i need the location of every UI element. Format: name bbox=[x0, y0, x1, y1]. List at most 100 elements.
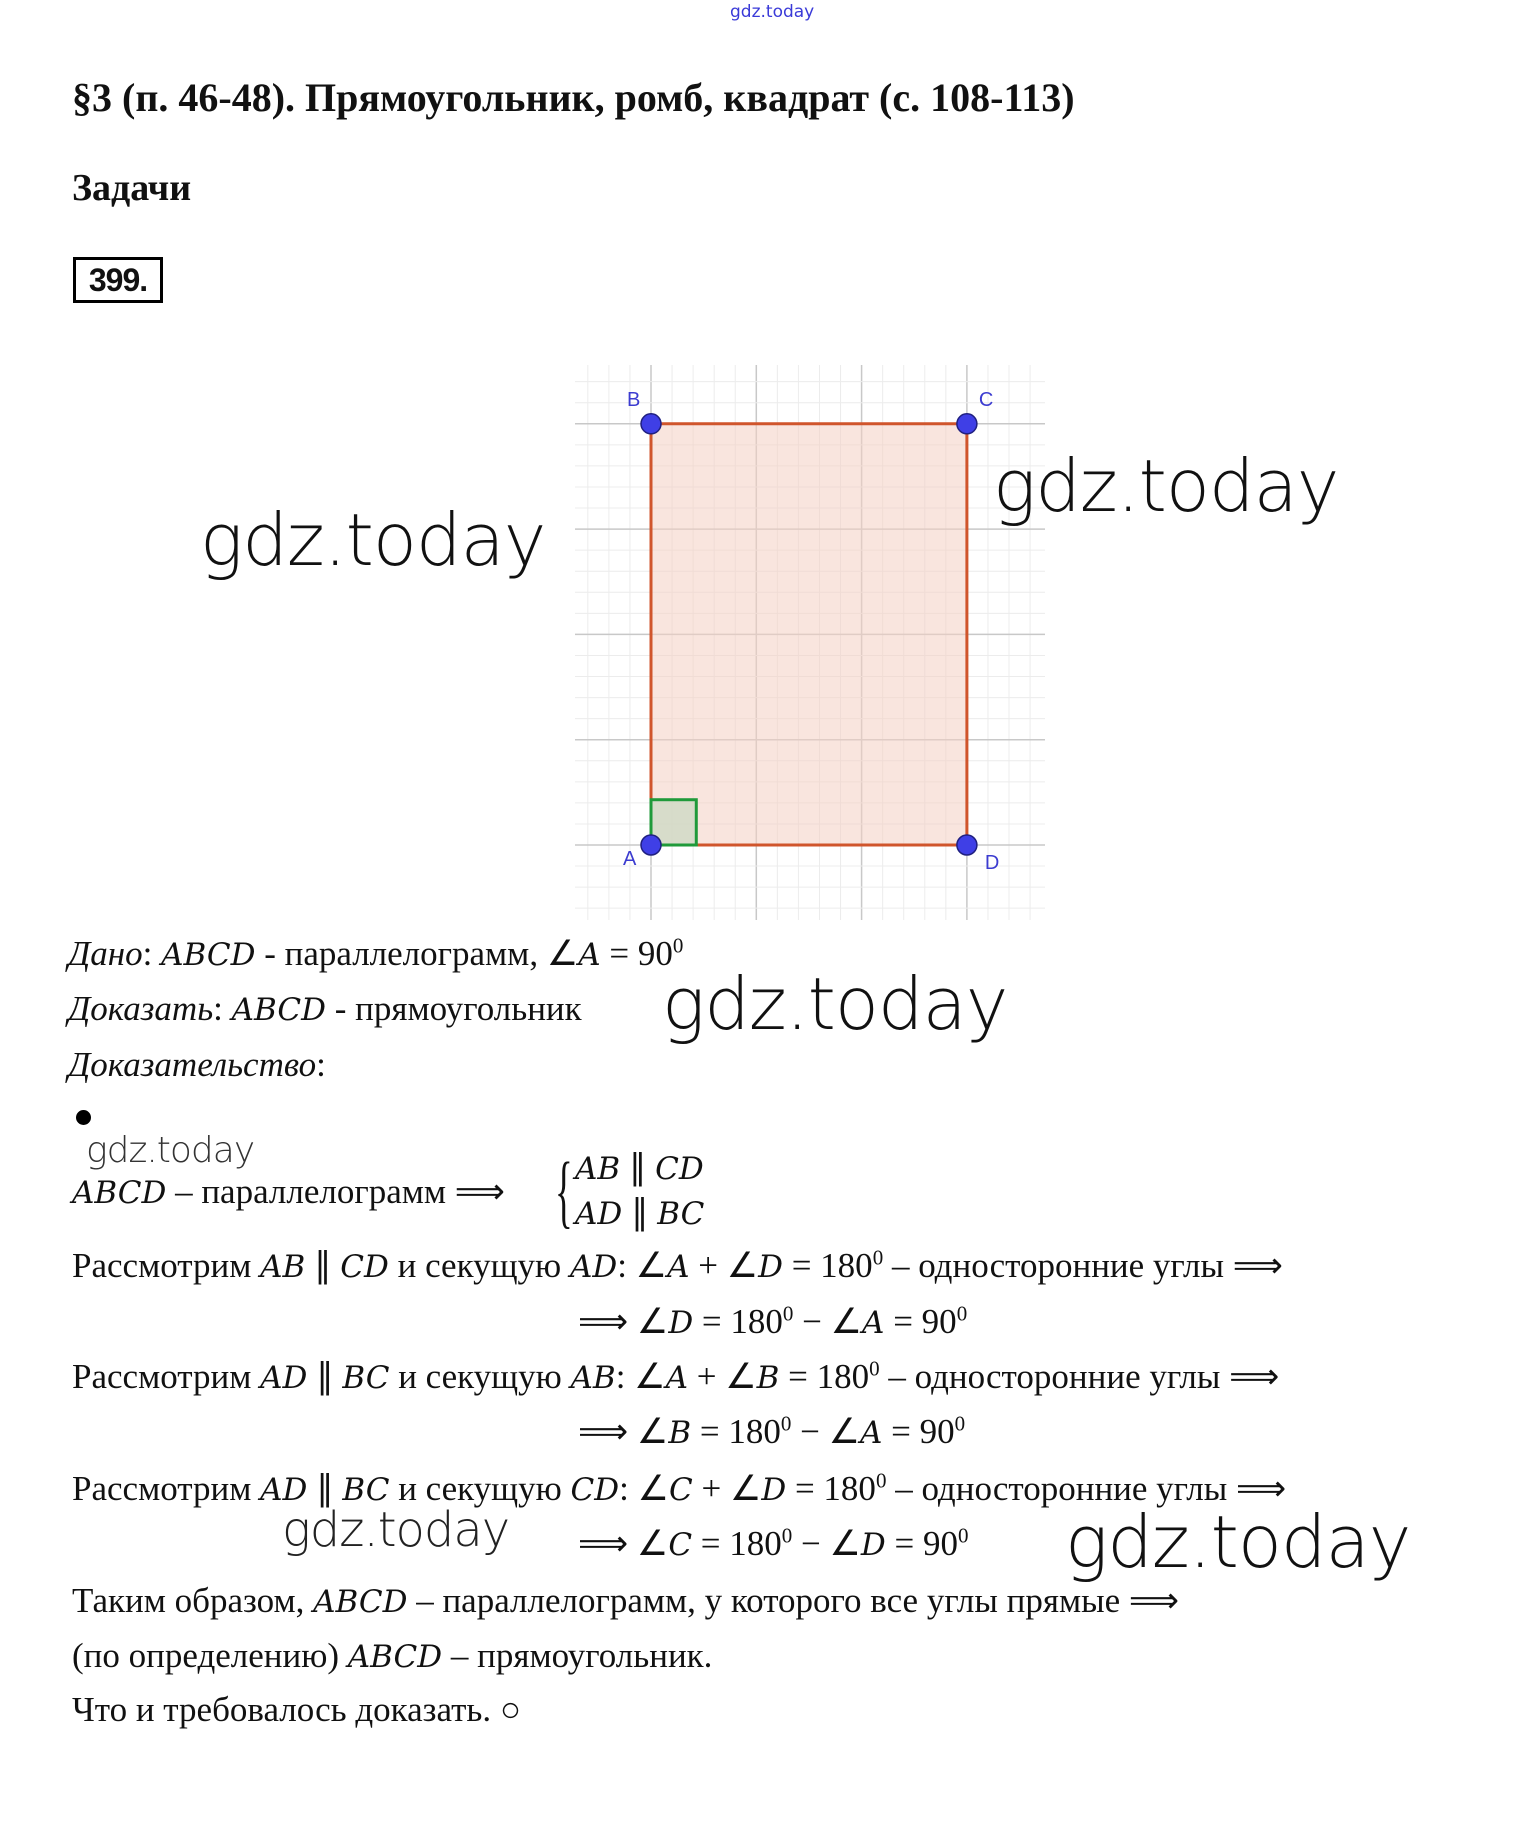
math-symbol: AB bbox=[570, 1360, 616, 1396]
watermark: gdz.today bbox=[200, 498, 546, 582]
degree-superscript: 0 bbox=[872, 1245, 884, 1270]
math-symbol: C bbox=[668, 1527, 693, 1563]
text-segment: : ∠ bbox=[617, 1246, 668, 1285]
text-segment: = 180 bbox=[786, 1469, 876, 1508]
text-segment: ∥ bbox=[307, 1357, 343, 1396]
text-segment: = 180 bbox=[692, 1524, 782, 1563]
text-segment: - параллелограмм, ∠ bbox=[255, 934, 579, 973]
watermark: gdz.today bbox=[1065, 1500, 1411, 1584]
math-symbol: AB bbox=[260, 1249, 306, 1285]
math-symbol: ABCD bbox=[161, 937, 256, 973]
text-segment: ∥ bbox=[305, 1246, 341, 1285]
text-segment: = 180 bbox=[691, 1412, 781, 1451]
text-segment: ∥ bbox=[622, 1193, 658, 1232]
math-symbol: ABCD bbox=[347, 1639, 443, 1675]
text-segment: : ∠ bbox=[615, 1357, 666, 1396]
math-symbol: D bbox=[761, 1472, 787, 1508]
math-symbol: AB bbox=[575, 1151, 621, 1187]
vertex-label: C bbox=[979, 389, 993, 411]
math-symbol: B bbox=[668, 1415, 692, 1451]
math-symbol: BC bbox=[657, 1196, 705, 1232]
text-segment: и секущую bbox=[389, 1357, 571, 1396]
proof-line: Таким образом, ABCD – параллелограмм, у … bbox=[72, 1581, 1179, 1622]
text-segment: = 180 bbox=[779, 1357, 870, 1396]
text-segment: + ∠ bbox=[687, 1357, 757, 1396]
text-segment: = 90 bbox=[884, 1302, 957, 1341]
text-segment: Рассмотрим bbox=[72, 1246, 261, 1285]
text-segment: − ∠ bbox=[792, 1524, 861, 1563]
text-segment: ∥ bbox=[307, 1469, 343, 1508]
vertex-point bbox=[956, 834, 978, 856]
math-symbol: BC bbox=[342, 1472, 390, 1508]
given-line: Доказательство: bbox=[68, 1045, 326, 1085]
text-segment: − ∠ bbox=[793, 1302, 863, 1341]
bullet bbox=[76, 1110, 91, 1125]
system-line: AD ∥ BC bbox=[575, 1193, 704, 1234]
text-segment: – односторонние углы ⟹ bbox=[883, 1246, 1283, 1285]
system-premise: ABCD – параллелограмм ⟹ bbox=[72, 1172, 505, 1213]
rectangle-figure: A B C D bbox=[575, 365, 1045, 920]
vertex-point bbox=[956, 413, 978, 435]
text-segment: = 90 bbox=[885, 1524, 959, 1563]
math-symbol: A bbox=[578, 937, 601, 973]
text-segment: = 90 bbox=[882, 1412, 955, 1451]
proof-line: Рассмотрим AD ∥ BC и секущую AB: ∠A + ∠B… bbox=[72, 1357, 1279, 1398]
system-line: AB ∥ CD bbox=[575, 1148, 704, 1189]
math-symbol: D bbox=[860, 1527, 886, 1563]
text-segment: – односторонние углы ⟹ bbox=[879, 1357, 1280, 1396]
text-segment: – параллелограмм, у которого все углы пр… bbox=[407, 1581, 1180, 1620]
section-heading: Задачи bbox=[72, 167, 192, 209]
given-line: Дано: ABCD - параллелограмм, ∠A = 900 bbox=[68, 934, 683, 975]
text-segment: – прямоугольник. bbox=[442, 1636, 713, 1675]
watermark: gdz.today bbox=[282, 1502, 510, 1558]
watermark: gdz.today bbox=[662, 962, 1008, 1046]
proof-line: Что и требовалось доказать. ○ bbox=[72, 1690, 521, 1730]
text-segment: : bbox=[316, 1045, 326, 1084]
problem-number: 399. bbox=[73, 257, 163, 303]
text-segment: + ∠ bbox=[692, 1469, 762, 1508]
text-segment: ⟹ ∠ bbox=[578, 1302, 669, 1341]
brace-symbol: { bbox=[555, 1145, 573, 1236]
watermark: gdz.today bbox=[993, 444, 1339, 528]
text-segment: ⟹ ∠ bbox=[578, 1412, 669, 1451]
proof-line: (по определению) ABCD – прямоугольник. bbox=[72, 1636, 712, 1677]
math-symbol: A bbox=[859, 1415, 883, 1451]
vertex-label: A bbox=[623, 848, 637, 870]
vertex-point bbox=[640, 834, 662, 856]
proof-line: Рассмотрим AB ∥ CD и секущую AD: ∠A + ∠D… bbox=[72, 1246, 1283, 1287]
degree-superscript: 0 bbox=[672, 933, 684, 958]
math-symbol: ABCD bbox=[231, 992, 326, 1028]
math-symbol: BC bbox=[342, 1360, 390, 1396]
math-symbol: A bbox=[862, 1305, 885, 1341]
proof-conclusion-line: ⟹ ∠B = 1800 − ∠A = 900 bbox=[578, 1412, 965, 1453]
watermark-top: gdz.today bbox=[730, 2, 815, 22]
text-segment: Таким образом, bbox=[72, 1581, 314, 1620]
given-line: Доказать: ABCD - прямоугольник bbox=[68, 989, 582, 1030]
text-segment: Доказательство bbox=[68, 1045, 317, 1084]
math-symbol: D bbox=[758, 1249, 783, 1285]
degree-superscript: 0 bbox=[781, 1523, 793, 1548]
text-segment: Рассмотрим bbox=[72, 1357, 261, 1396]
degree-superscript: 0 bbox=[875, 1468, 887, 1493]
degree-superscript: 0 bbox=[956, 1301, 968, 1326]
degree-superscript: 0 bbox=[958, 1523, 969, 1548]
math-symbol: AD bbox=[260, 1472, 308, 1508]
math-symbol: C bbox=[668, 1472, 693, 1508]
text-segment: : bbox=[213, 989, 232, 1028]
math-symbol: A bbox=[667, 1249, 690, 1285]
text-segment: и секущую bbox=[389, 1469, 571, 1508]
text-segment: и секущую bbox=[388, 1246, 570, 1285]
vertex-label: B bbox=[627, 389, 640, 411]
text-segment: = 90 bbox=[600, 934, 673, 973]
proof-line: Рассмотрим AD ∥ BC и секущую CD: ∠C + ∠D… bbox=[72, 1469, 1286, 1510]
text-segment: Что и требовалось доказать. ○ bbox=[72, 1690, 522, 1729]
rectangle-shape bbox=[649, 422, 969, 847]
page-title: §3 (п. 46-48). Прямоугольник, ромб, квад… bbox=[72, 75, 1075, 120]
degree-superscript: 0 bbox=[954, 1411, 966, 1436]
math-symbol: ABCD bbox=[313, 1584, 408, 1620]
text-segment: Дано bbox=[68, 934, 143, 973]
degree-superscript: 0 bbox=[782, 1301, 794, 1326]
math-symbol: A bbox=[665, 1360, 688, 1396]
text-segment: ∥ bbox=[620, 1148, 656, 1187]
proof-conclusion-line: ⟹ ∠C = 1800 − ∠D = 900 bbox=[578, 1524, 969, 1565]
